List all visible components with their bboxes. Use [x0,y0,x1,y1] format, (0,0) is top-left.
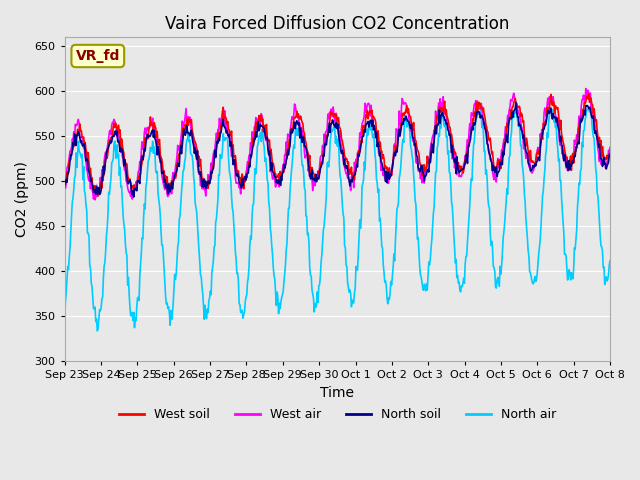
Text: VR_fd: VR_fd [76,49,120,63]
Legend: West soil, West air, North soil, North air: West soil, West air, North soil, North a… [114,403,561,426]
X-axis label: Time: Time [321,386,355,400]
Title: Vaira Forced Diffusion CO2 Concentration: Vaira Forced Diffusion CO2 Concentration [165,15,509,33]
Y-axis label: CO2 (ppm): CO2 (ppm) [15,161,29,237]
